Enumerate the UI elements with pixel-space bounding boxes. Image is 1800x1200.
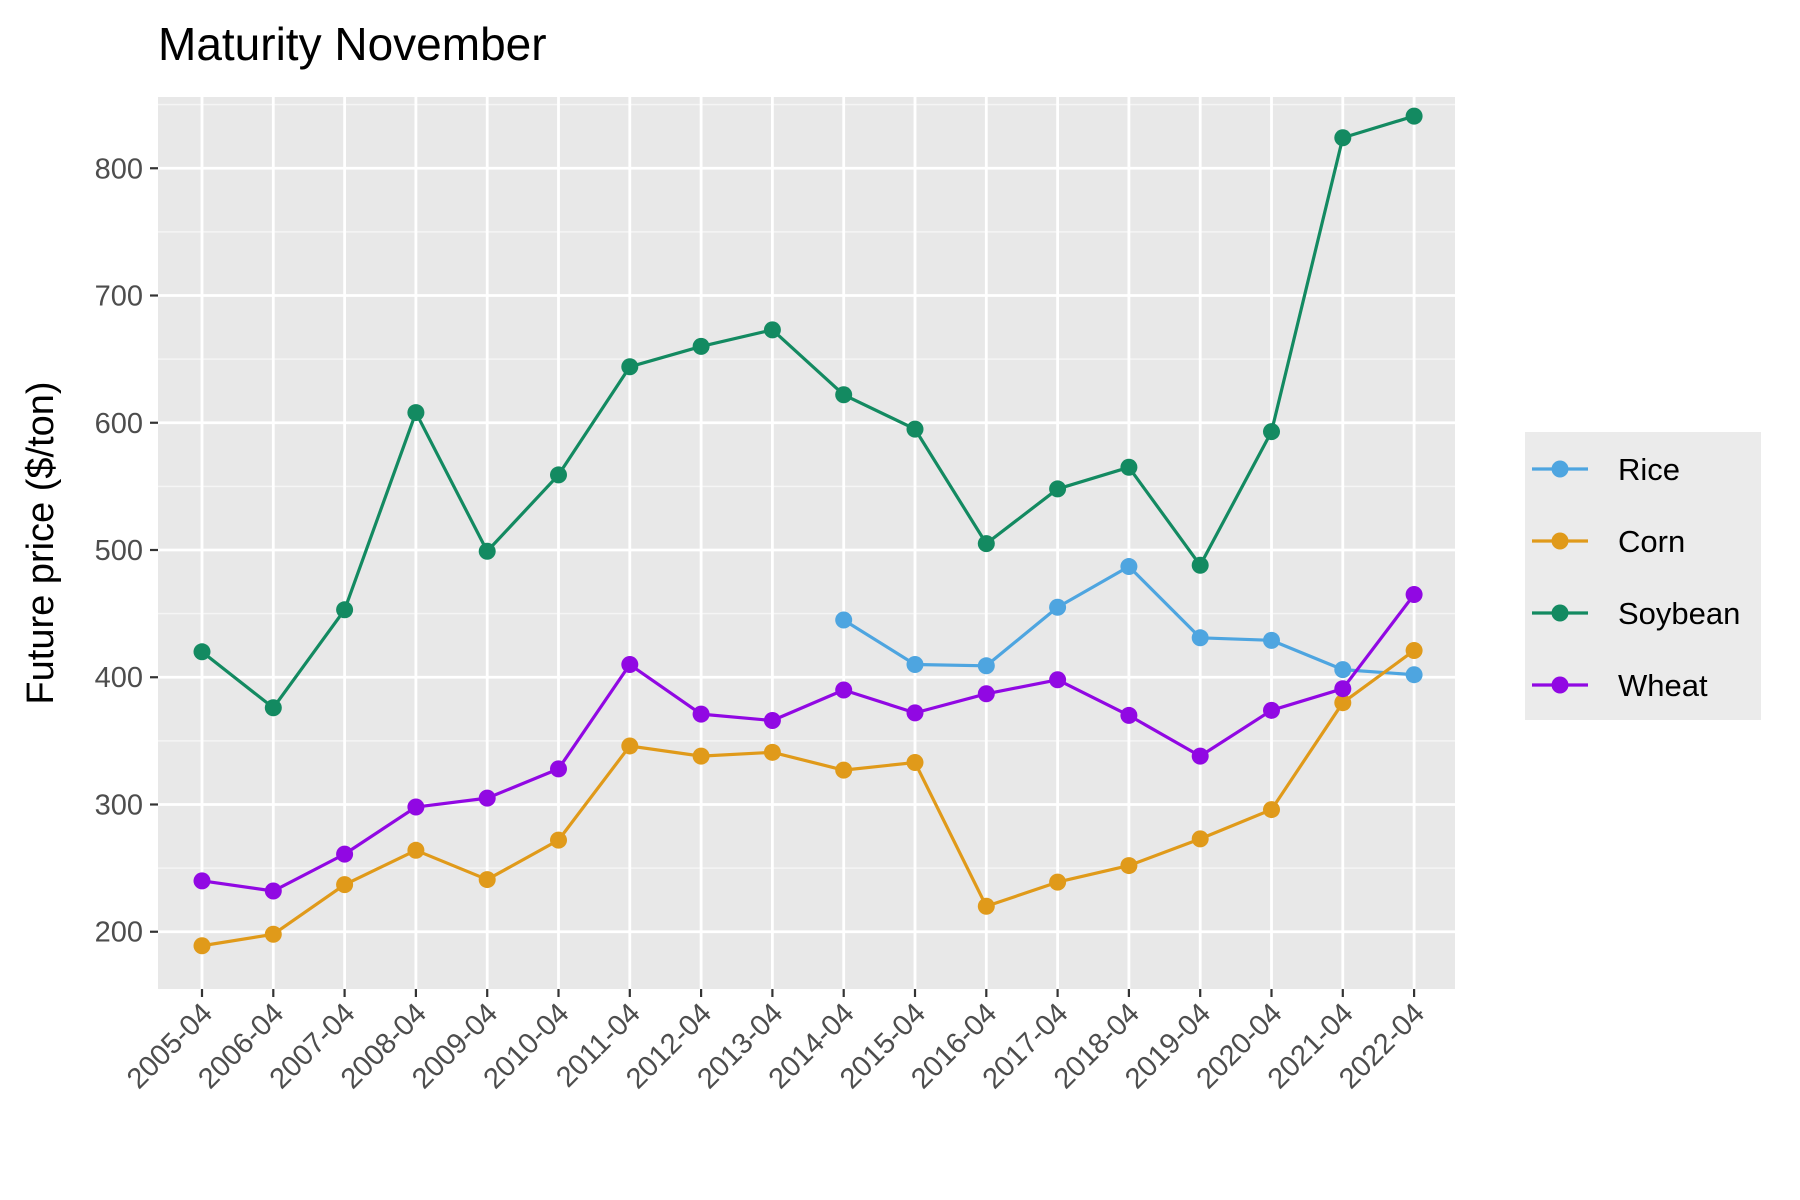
legend-key-point bbox=[1551, 532, 1569, 550]
legend-key-point bbox=[1551, 676, 1569, 694]
data-point-corn bbox=[1191, 830, 1209, 848]
y-tick-label: 300 bbox=[95, 789, 143, 821]
data-point-rice bbox=[977, 657, 995, 675]
data-point-corn bbox=[1263, 801, 1280, 819]
data-point-soybean bbox=[1334, 129, 1352, 147]
y-axis-label: Future price ($/ton) bbox=[20, 381, 62, 704]
data-point-soybean bbox=[977, 535, 995, 553]
data-point-soybean bbox=[763, 321, 781, 339]
data-point-soybean bbox=[550, 466, 567, 484]
minor-gridlines bbox=[158, 103, 1455, 869]
data-point-wheat bbox=[763, 712, 781, 730]
data-point-corn bbox=[763, 743, 781, 761]
legend-item-soybean: Soybean bbox=[1532, 596, 1740, 631]
series-soybean bbox=[193, 107, 1423, 717]
data-point-wheat bbox=[193, 872, 211, 890]
legend-label: Wheat bbox=[1618, 668, 1708, 703]
legend-key-point bbox=[1551, 604, 1569, 622]
data-point-rice bbox=[1334, 661, 1352, 679]
data-point-rice bbox=[1049, 598, 1067, 616]
data-point-soybean bbox=[336, 601, 354, 619]
data-point-corn bbox=[1049, 873, 1067, 891]
data-point-soybean bbox=[835, 386, 853, 404]
data-point-soybean bbox=[193, 643, 211, 661]
data-point-soybean bbox=[264, 699, 282, 717]
data-point-soybean bbox=[692, 337, 710, 355]
data-point-corn bbox=[1405, 642, 1423, 660]
chart-title: Maturity November bbox=[158, 18, 547, 70]
data-point-wheat bbox=[550, 760, 567, 778]
data-point-corn bbox=[977, 897, 995, 915]
data-point-wheat bbox=[835, 681, 853, 699]
y-tick-label: 400 bbox=[95, 662, 143, 694]
y-tick-label: 200 bbox=[95, 917, 143, 949]
series-line-soybean bbox=[201, 114, 1415, 710]
data-point-rice bbox=[835, 611, 853, 629]
data-point-soybean bbox=[407, 404, 425, 422]
series-layer bbox=[193, 107, 1423, 955]
data-point-corn bbox=[336, 876, 354, 894]
series-line-wheat bbox=[201, 593, 1416, 893]
data-point-soybean bbox=[1120, 458, 1138, 476]
data-point-soybean bbox=[621, 358, 639, 376]
legend-item-corn: Corn bbox=[1532, 524, 1685, 559]
data-point-soybean bbox=[1405, 107, 1423, 125]
legend-label: Soybean bbox=[1618, 596, 1740, 631]
data-point-wheat bbox=[1049, 671, 1067, 689]
data-point-corn bbox=[264, 925, 282, 943]
legend-background bbox=[1525, 432, 1761, 720]
data-point-wheat bbox=[264, 882, 282, 900]
data-point-soybean bbox=[1049, 480, 1067, 498]
data-point-corn bbox=[407, 841, 425, 859]
data-point-corn bbox=[550, 831, 567, 849]
data-point-rice bbox=[1191, 629, 1209, 647]
data-point-rice bbox=[1405, 666, 1423, 684]
series-rice bbox=[835, 558, 1423, 684]
data-point-corn bbox=[478, 871, 496, 889]
legend-label: Rice bbox=[1618, 452, 1680, 487]
data-point-rice bbox=[1263, 631, 1280, 649]
data-point-corn bbox=[692, 747, 710, 765]
data-point-wheat bbox=[692, 705, 710, 723]
data-point-wheat bbox=[621, 656, 639, 674]
series-wheat bbox=[193, 586, 1423, 900]
data-point-wheat bbox=[1263, 701, 1280, 719]
data-point-corn bbox=[621, 737, 639, 755]
data-point-rice bbox=[906, 656, 924, 674]
data-point-soybean bbox=[906, 420, 924, 438]
data-point-rice bbox=[1120, 558, 1138, 576]
data-point-wheat bbox=[1334, 680, 1352, 698]
y-tick-label: 600 bbox=[95, 408, 143, 440]
y-tick-label: 800 bbox=[95, 153, 143, 185]
x-axis-ticks: 2005-042006-042007-042008-042009-042010-… bbox=[121, 989, 1431, 1095]
data-point-soybean bbox=[1263, 423, 1280, 441]
data-point-soybean bbox=[1191, 556, 1209, 574]
data-point-corn bbox=[1120, 857, 1138, 875]
data-point-wheat bbox=[336, 845, 354, 863]
legend-item-rice: Rice bbox=[1532, 452, 1680, 487]
legend: Rice Corn Soybean Wheat bbox=[1525, 432, 1761, 720]
data-point-corn bbox=[193, 937, 211, 955]
data-point-wheat bbox=[1405, 586, 1423, 604]
plot-panel bbox=[158, 97, 1455, 989]
data-point-wheat bbox=[478, 789, 496, 807]
legend-label: Corn bbox=[1618, 524, 1685, 559]
series-line-corn bbox=[201, 649, 1416, 948]
legend-item-wheat: Wheat bbox=[1532, 668, 1708, 703]
data-point-wheat bbox=[1191, 747, 1209, 765]
y-tick-label: 700 bbox=[95, 281, 143, 313]
data-point-wheat bbox=[1120, 706, 1138, 724]
data-point-corn bbox=[835, 761, 853, 779]
y-tick-label: 500 bbox=[95, 535, 143, 567]
series-corn bbox=[193, 642, 1423, 955]
data-point-wheat bbox=[977, 685, 995, 703]
data-point-wheat bbox=[407, 798, 425, 816]
data-point-soybean bbox=[478, 542, 496, 560]
data-point-wheat bbox=[906, 704, 924, 722]
data-point-corn bbox=[1334, 694, 1352, 712]
y-axis-ticks: 200 300 400 500 600 700 800 bbox=[95, 153, 158, 949]
legend-key-point bbox=[1551, 460, 1569, 478]
data-point-corn bbox=[906, 754, 924, 772]
